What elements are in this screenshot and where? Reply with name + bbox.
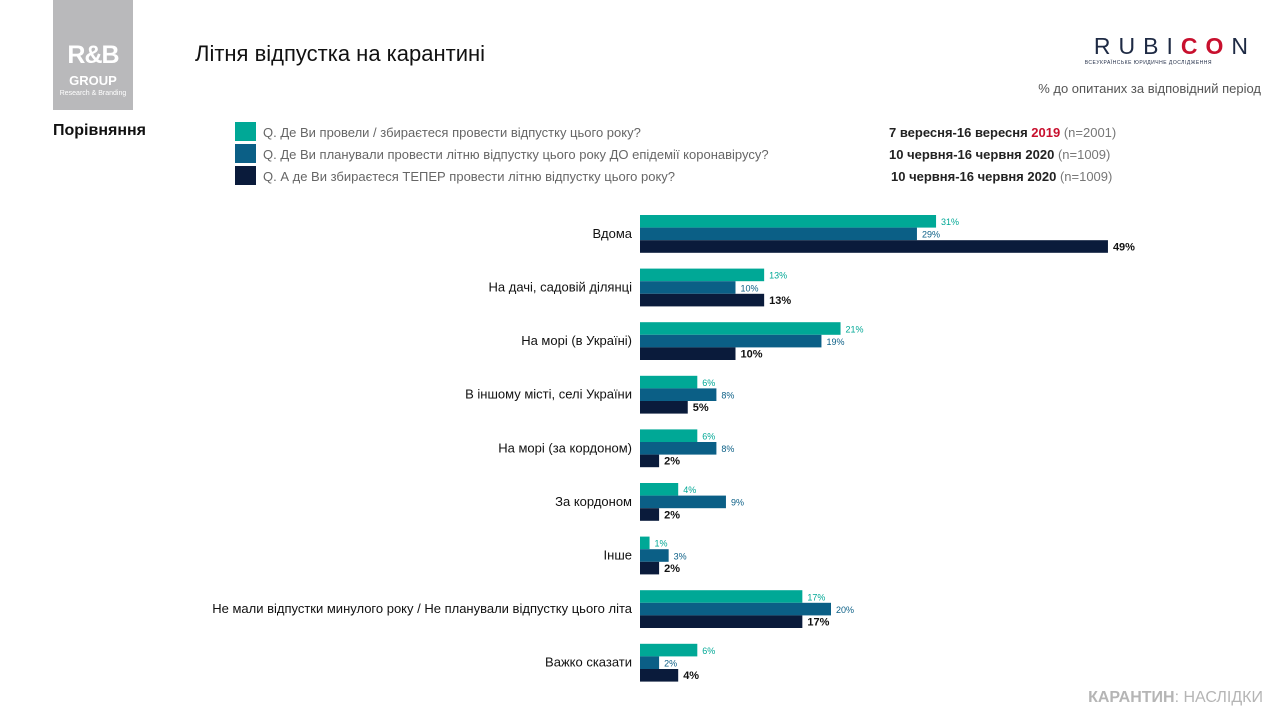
footer-strong: КАРАНТИН <box>1088 689 1175 706</box>
rubicon-accent: CO <box>1180 33 1232 59</box>
bar <box>640 347 736 360</box>
footer-rest: : НАСЛІДКИ <box>1174 689 1263 706</box>
bar <box>640 615 803 628</box>
category-label: Вдома <box>592 226 632 241</box>
bar <box>640 375 698 389</box>
bar <box>640 536 650 550</box>
bar <box>640 590 803 603</box>
bar <box>640 669 679 682</box>
footer-label: КАРАНТИН: НАСЛІДКИ <box>1088 688 1263 708</box>
data-label: 17% <box>807 617 829 629</box>
period-dates: 7 вересня-16 вересня <box>889 125 1032 140</box>
bar <box>640 281 736 294</box>
logo-main-text: R&B <box>67 41 119 69</box>
data-label: 3% <box>674 551 687 561</box>
bar <box>640 549 669 562</box>
data-label: 49% <box>1113 241 1135 253</box>
section-label: Порівняння <box>53 122 146 139</box>
data-label: 10% <box>741 349 763 361</box>
category-label: В іншому місті, селі України <box>465 387 632 402</box>
bar <box>640 495 726 509</box>
rubicon-logo: RUBICON <box>1094 33 1256 59</box>
bar <box>640 429 698 442</box>
data-label: 8% <box>721 444 734 454</box>
bar <box>640 388 717 401</box>
logo-sub-text: GROUP <box>69 73 117 88</box>
bar <box>640 442 717 455</box>
period-year: 2020 <box>1027 169 1057 184</box>
data-label: 2% <box>664 659 677 669</box>
period-year: 2020 <box>1025 147 1055 162</box>
rubicon-tagline: ВСЕУКРАЇНСЬКЕ ЮРИДИЧНЕ ДОСЛІДЖЕННЯ <box>1084 60 1212 66</box>
period-sample: (n=2001) <box>1063 125 1117 140</box>
legend-question: Q. Де Ви планували провести літню відпус… <box>263 147 769 162</box>
legend-swatch-2020-now <box>235 166 256 185</box>
rubicon-prefix: RUBI <box>1093 33 1181 59</box>
legend-period: 10 червня-16 червня 2020 (n=1009) <box>889 147 1110 163</box>
legend-question: Q. А де Ви збираєтеся ТЕПЕР провести літ… <box>263 169 676 184</box>
logo-tagline: Research & Branding <box>59 90 127 97</box>
data-label: 2% <box>664 456 680 468</box>
bar <box>640 561 660 575</box>
legend-swatch-2019 <box>235 122 256 141</box>
bar <box>640 293 765 307</box>
data-label: 13% <box>769 271 787 281</box>
data-label: 4% <box>683 670 699 682</box>
data-label: 2% <box>664 509 680 521</box>
category-label: На морі (за кордоном) <box>498 440 632 455</box>
bar <box>640 322 841 335</box>
bar <box>640 240 1108 253</box>
data-label: 13% <box>769 295 791 307</box>
bar <box>640 602 831 616</box>
data-label: 20% <box>836 605 854 615</box>
data-label: 10% <box>741 283 759 293</box>
legend-period: 7 вересня-16 вересня 2019 (n=2001) <box>889 125 1116 141</box>
bar <box>640 334 822 348</box>
bar <box>640 401 688 414</box>
data-label: 8% <box>721 391 734 401</box>
chart-subtitle: % до опитаних за відповідний період <box>1038 81 1261 96</box>
bar <box>640 215 937 228</box>
bar <box>640 643 698 657</box>
data-label: 6% <box>702 646 715 656</box>
data-label: 5% <box>693 402 709 414</box>
page-title: Літня відпустка на карантині <box>195 41 486 66</box>
category-label: На морі (в Україні) <box>521 333 632 348</box>
data-label: 6% <box>702 378 715 388</box>
data-label: 29% <box>922 230 940 240</box>
rubicon-suffix: N <box>1231 33 1256 59</box>
category-label: Не мали відпустки минулого року / Не пла… <box>212 601 633 616</box>
data-label: 21% <box>846 324 864 334</box>
bar <box>640 268 765 282</box>
data-label: 2% <box>664 563 680 575</box>
period-year: 2019 <box>1031 125 1061 140</box>
data-label: 9% <box>731 498 744 508</box>
bar <box>640 508 660 521</box>
period-sample: (n=1009) <box>1059 169 1113 184</box>
bar <box>640 656 660 669</box>
data-label: 1% <box>655 539 668 549</box>
data-label: 17% <box>807 592 825 602</box>
category-label: За кордоном <box>555 494 632 509</box>
category-label: Інше <box>604 548 632 563</box>
legend-swatch-2020-before <box>235 144 256 163</box>
data-label: 31% <box>941 217 959 227</box>
category-label: На дачі, садовій ділянці <box>489 280 633 295</box>
bar <box>640 227 917 241</box>
bar <box>640 454 660 468</box>
legend-period: 10 червня-16 червня 2020 (n=1009) <box>891 169 1112 185</box>
bar <box>640 483 679 496</box>
period-dates: 10 червня-16 червня <box>891 169 1028 184</box>
data-label: 4% <box>683 485 696 495</box>
legend-question: Q. Де Ви провели / збираєтеся провести в… <box>263 125 641 140</box>
data-label: 19% <box>826 337 844 347</box>
rb-group-logo: R&B GROUP Research & Branding <box>53 0 133 110</box>
period-dates: 10 червня-16 червня <box>889 147 1026 162</box>
period-sample: (n=1009) <box>1057 147 1111 162</box>
category-label: Важко сказати <box>545 655 632 670</box>
data-label: 6% <box>702 432 715 442</box>
